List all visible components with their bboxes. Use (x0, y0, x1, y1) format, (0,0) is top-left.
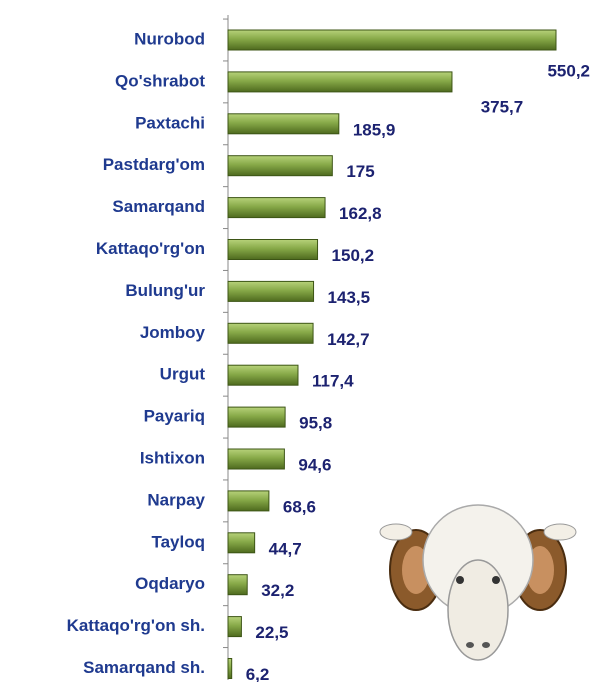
category-label: Qo'shrabot (115, 71, 205, 90)
value-label: 32,2 (261, 581, 294, 600)
value-label: 142,7 (327, 330, 370, 349)
value-label: 143,5 (328, 288, 371, 307)
bar (227, 155, 333, 177)
value-label: 375,7 (481, 97, 524, 116)
bar (227, 364, 299, 386)
category-label: Payariq (144, 407, 205, 426)
bar (227, 239, 319, 260)
ram-illustration (379, 504, 577, 661)
value-label: 117,4 (312, 372, 354, 391)
category-label: Tayloq (151, 532, 205, 551)
value-label: 162,8 (339, 204, 382, 223)
bar (227, 448, 285, 470)
category-label: Jomboy (140, 323, 206, 342)
category-label: Paxtachi (135, 113, 205, 132)
category-label: Samarqand sh. (83, 658, 205, 677)
bar (227, 29, 557, 51)
bar (227, 406, 286, 428)
category-label: Ishtixon (140, 448, 205, 467)
category-label: Kattaqo'rg'on sh. (67, 616, 205, 635)
category-label: Narpay (147, 490, 205, 509)
bar (227, 616, 242, 638)
bar (227, 490, 270, 512)
bar (227, 197, 326, 219)
value-label: 150,2 (332, 246, 375, 265)
bar (227, 658, 233, 679)
value-label: 44,7 (269, 539, 302, 558)
value-label: 94,6 (298, 455, 331, 474)
category-label: Oqdaryo (135, 574, 205, 593)
category-label: Urgut (160, 365, 206, 384)
value-label: 68,6 (283, 497, 316, 516)
bar (227, 574, 248, 596)
bar (227, 113, 340, 135)
value-label: 22,5 (255, 623, 288, 642)
value-label: 185,9 (353, 120, 396, 139)
value-label: 175 (346, 162, 374, 181)
category-label: Pastdarg'om (103, 155, 205, 174)
bar (227, 322, 314, 344)
bar (227, 532, 256, 554)
category-label: Kattaqo'rg'on (96, 239, 205, 258)
category-label: Samarqand (112, 197, 205, 216)
category-label: Bulung'ur (125, 281, 205, 300)
bar (227, 280, 315, 302)
bar (227, 71, 453, 93)
category-label: Nurobod (134, 29, 205, 48)
value-label: 6,2 (246, 665, 270, 682)
value-label: 550,2 (547, 61, 590, 80)
value-label: 95,8 (299, 414, 332, 433)
